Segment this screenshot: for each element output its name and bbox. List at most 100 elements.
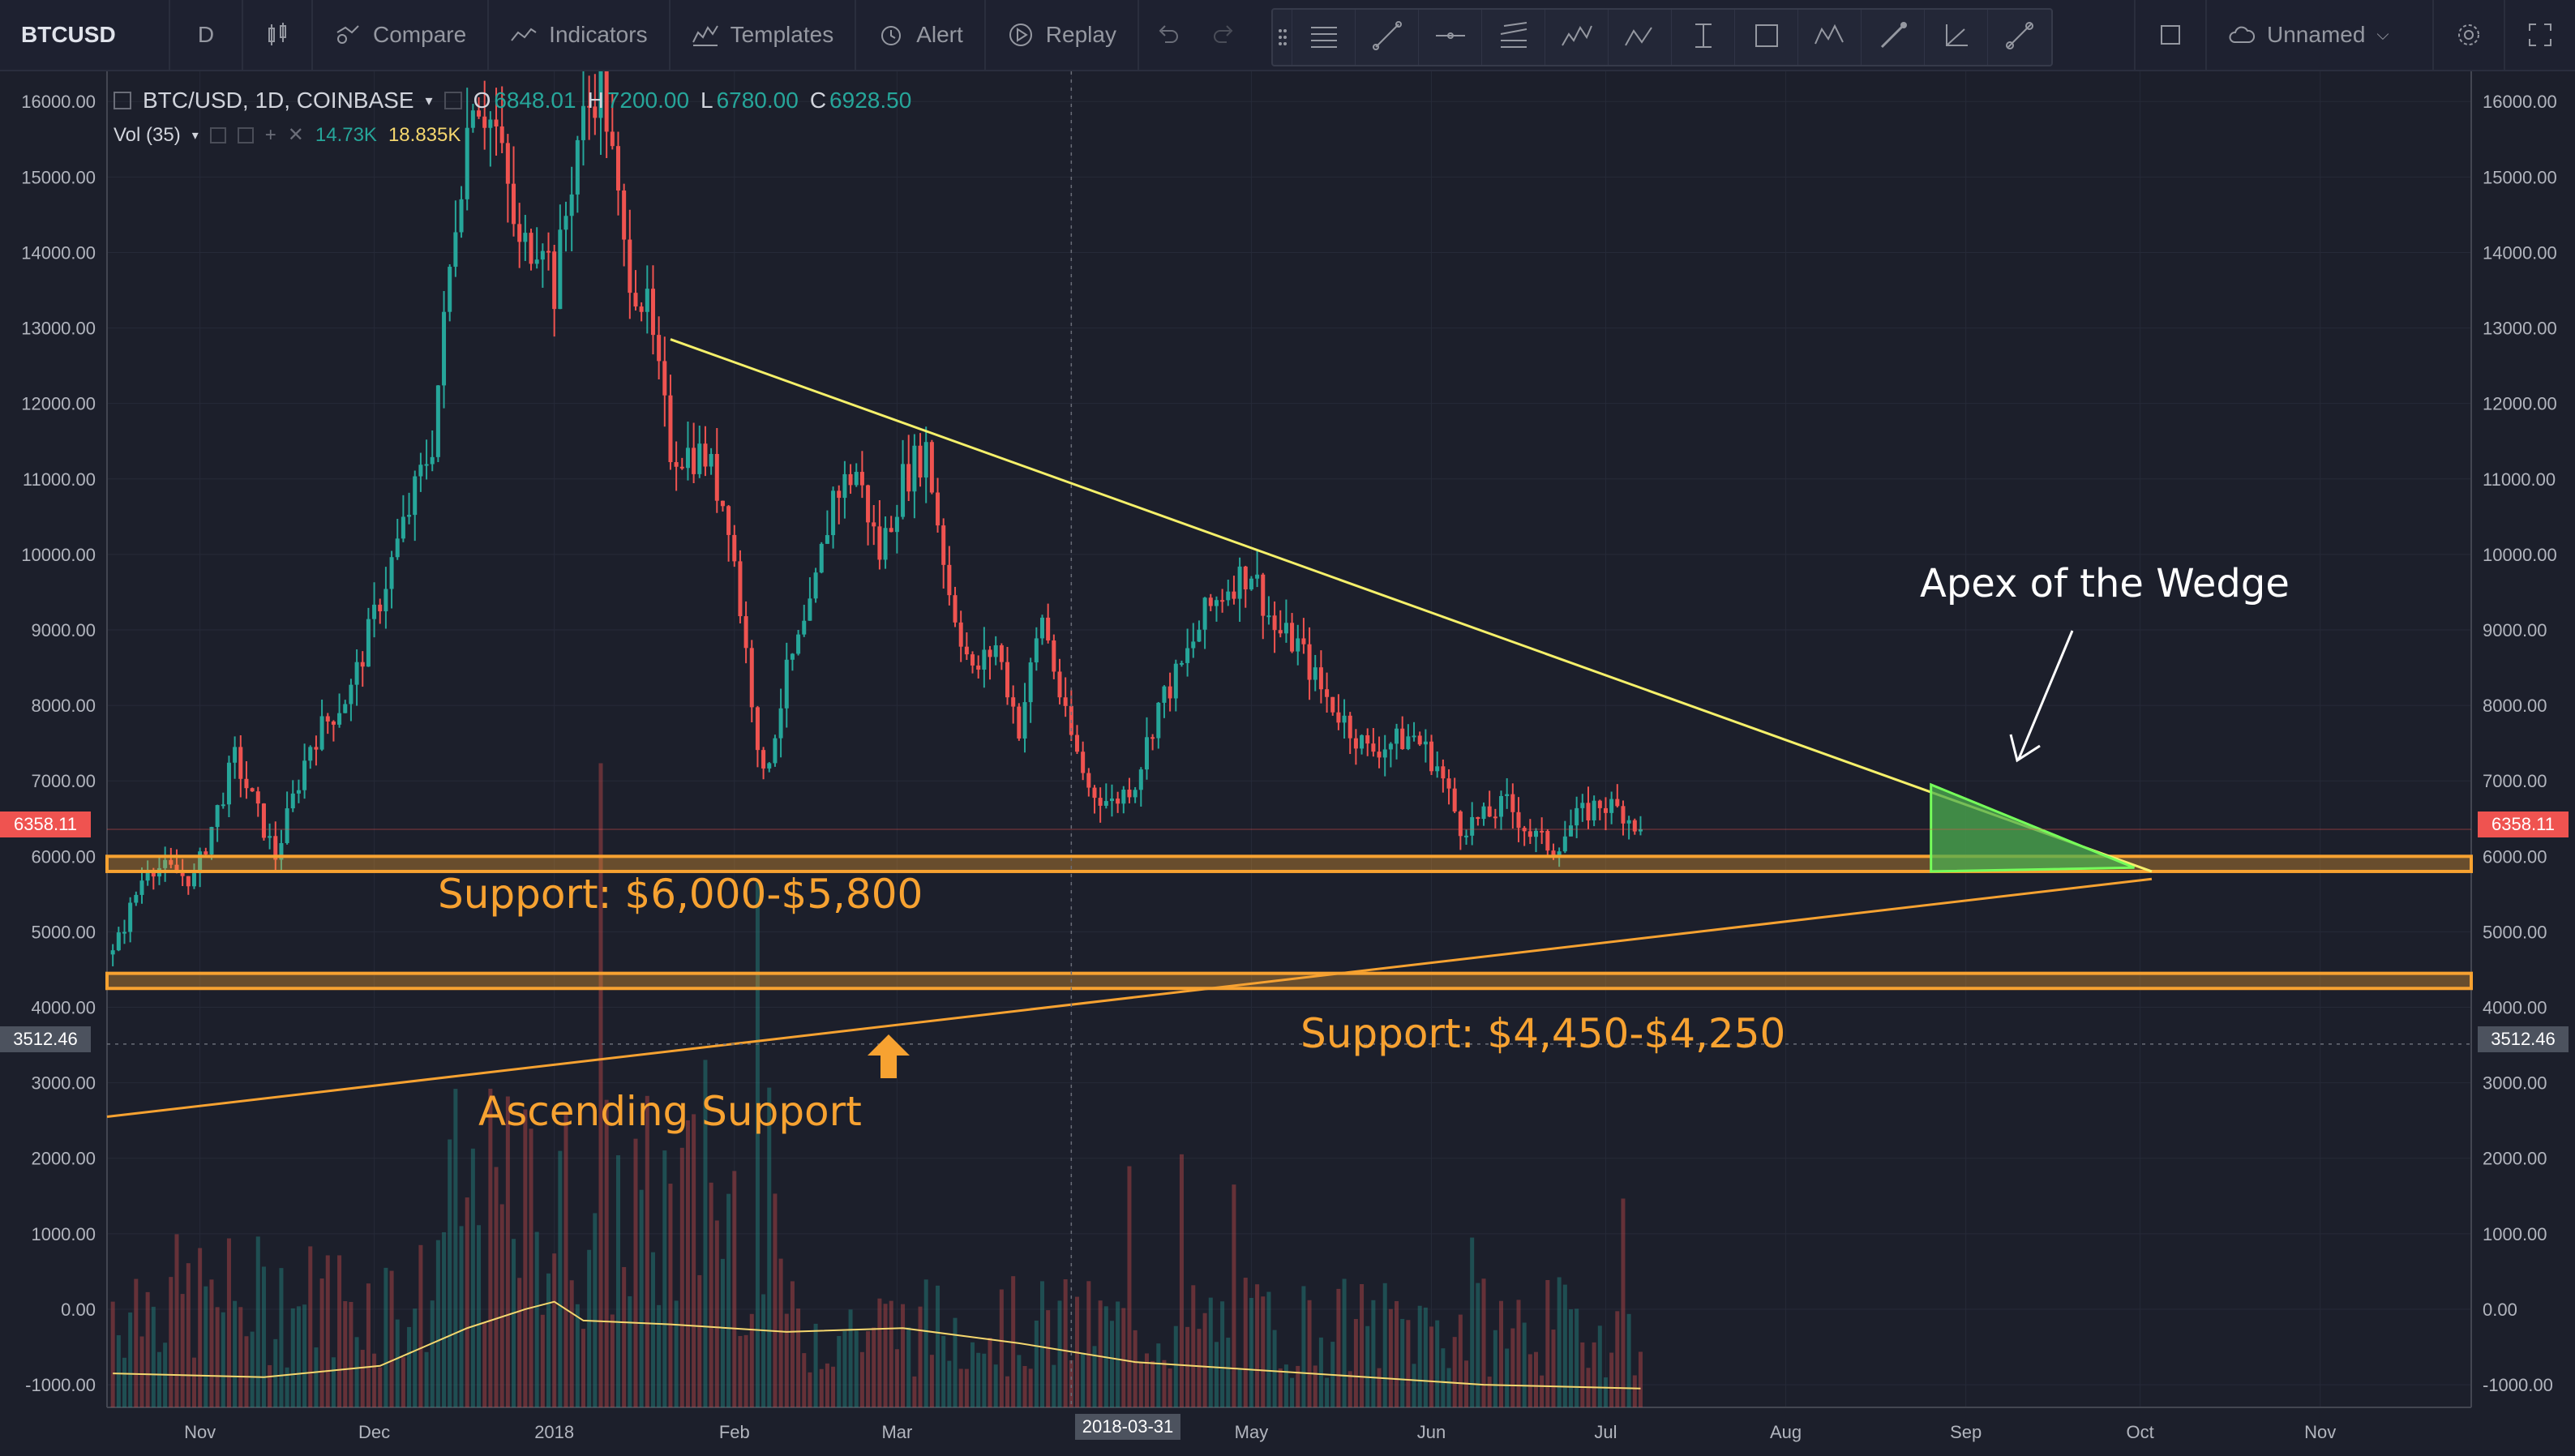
candle-body [1243,566,1248,589]
indicators-label: Indicators [549,22,648,47]
volume-bar [1435,1320,1440,1407]
settings-button[interactable] [2434,0,2505,70]
legend-chevron-icon[interactable]: ▾ [425,92,433,109]
volume-bar [1081,1352,1086,1407]
legend-settings-icon[interactable] [443,92,462,109]
candle-body [1615,799,1620,807]
measure-tool[interactable] [1988,10,2051,65]
horizontal-ray-tool[interactable] [1419,10,1482,65]
candle-body [1586,803,1591,820]
x-tick-label: Mar [881,1422,912,1442]
replay-label: Replay [1045,22,1116,47]
volume-bar [929,1355,934,1407]
candle-body [1109,799,1114,802]
candle-body [325,716,330,722]
apex-arrow-line [2017,630,2074,760]
interval-button[interactable]: D [170,0,243,70]
volume-bar [505,1096,510,1407]
volume-bar [813,1323,818,1407]
candle-body [512,183,516,225]
fullscreen-layout-button[interactable] [2134,0,2207,70]
volume-add-icon[interactable]: + [264,123,276,146]
candle-body [877,526,882,560]
candle-body [859,472,864,486]
candle-body [331,721,336,725]
candle-body [1226,591,1231,601]
volume-bar [610,1314,615,1407]
candle-body [587,105,592,108]
redo-button[interactable] [1196,0,1253,70]
y-tick-label-right: 12000.00 [2483,394,2557,414]
candle-body [122,931,127,934]
y-tick-label-right: 15000.00 [2483,167,2557,187]
symbol-search-button[interactable]: BTCUSD [0,0,170,70]
volume-bar [1412,1364,1416,1407]
chart-area[interactable]: 16000.00 16000.00 15000.00 15000.00 14000.00… [0,71,2575,1456]
volume-bar [941,1335,946,1407]
candle-body [465,127,469,199]
horizontal-lines-tool[interactable] [1292,10,1356,65]
volume-bar [139,1336,144,1407]
volume-bar [1423,1307,1428,1407]
rectangle-tool[interactable] [1735,10,1798,65]
alert-button[interactable]: Alert [856,0,986,70]
candle-body [906,464,911,492]
volume-chevron-icon[interactable]: ▾ [191,128,199,143]
support-upper-annotation: Support: $6,000-$5,800 [438,871,923,918]
volume-bar [180,1294,185,1407]
pitchfork-tool[interactable] [1482,10,1545,65]
y-tick-label-left: 1000.00 [31,1224,96,1244]
candle-body [726,506,731,535]
brush-tool[interactable] [1862,10,1925,65]
candle-body [1278,630,1283,634]
volume-bar [285,1367,289,1407]
candle-body [889,528,893,533]
candle-body [418,465,423,477]
candle-body [1103,801,1108,806]
candle-body [285,808,289,843]
volume-bar [587,1249,592,1407]
volume-settings-icon[interactable] [237,126,254,143]
templates-button[interactable]: Templates [671,0,857,70]
volume-close-icon[interactable]: ✕ [287,124,304,146]
angle-tool[interactable] [1925,10,1988,65]
price-chart[interactable]: 16000.00 16000.00 15000.00 15000.00 14000.00… [0,71,2575,1456]
trend-line-tool[interactable] [1356,10,1419,65]
volume-bar [633,1138,638,1407]
drawbar-drag-handle[interactable] [1273,10,1292,65]
candle-body [1057,671,1062,698]
y-tick-label-right: 5000.00 [2483,922,2547,942]
candle-body [558,229,563,310]
candle-body [1412,735,1416,738]
candle-body [1138,769,1143,790]
chart-type-button[interactable] [243,0,313,70]
xabcd-pattern-tool[interactable] [1798,10,1862,65]
candle-body [1365,734,1370,744]
price-range-tool[interactable] [1672,10,1735,65]
undo-button[interactable] [1139,0,1196,70]
support-lower-annotation: Support: $4,450-$4,250 [1300,1010,1786,1057]
candle-body [1144,737,1149,770]
volume-bar [982,1353,987,1407]
candle-body [1476,816,1480,820]
indicators-button[interactable]: Indicators [489,0,671,70]
elliott-wave-tool[interactable] [1545,10,1609,65]
fullscreen-button[interactable] [2505,0,2575,70]
volume-eye-icon[interactable] [209,126,226,143]
volume-bar [650,1252,655,1407]
measure-icon [2002,18,2037,58]
layout-name-button[interactable]: Unnamed ⌵ [2207,0,2434,70]
candle-body [482,116,487,128]
volume-bar [459,1226,464,1407]
legend-collapse-icon[interactable] [114,92,131,109]
candle-body [1133,790,1138,798]
volume-bar [1301,1286,1306,1407]
candle-body [593,106,598,118]
abcd-pattern-tool[interactable] [1609,10,1672,65]
replay-button[interactable]: Replay [986,0,1139,70]
candle-body [250,788,255,792]
candle-body [953,595,958,623]
expand-icon [2526,21,2554,49]
volume-bar [1522,1322,1527,1407]
compare-button[interactable]: Compare [313,0,490,70]
